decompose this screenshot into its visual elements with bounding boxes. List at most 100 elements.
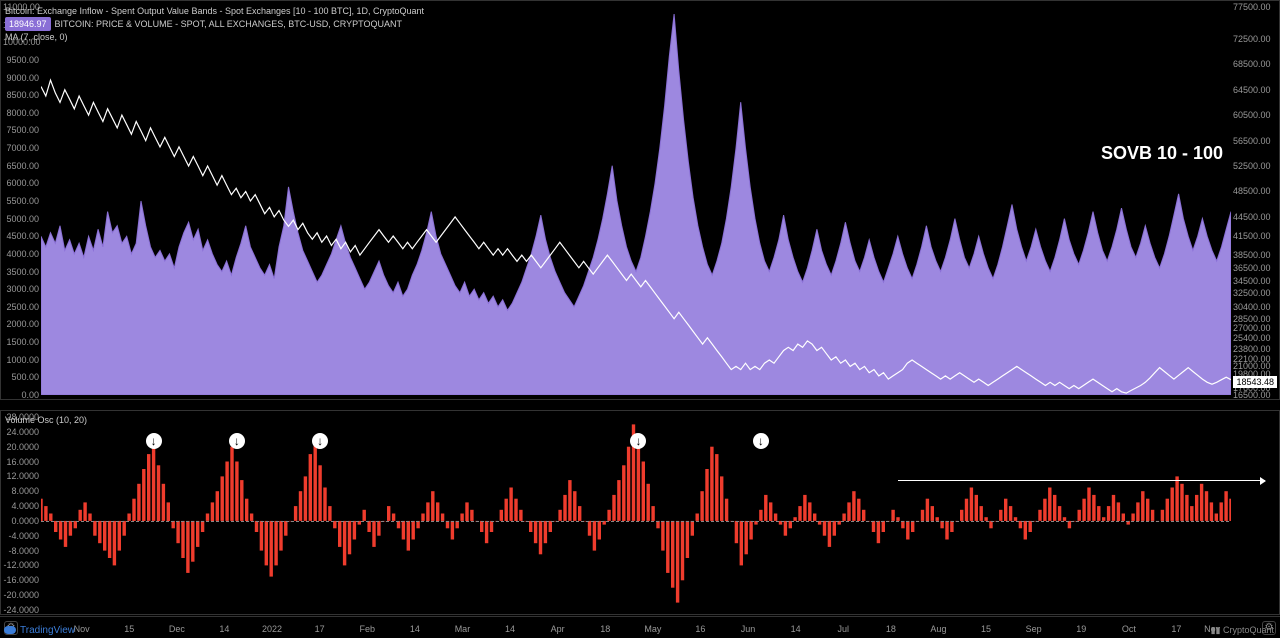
osc-bar (637, 439, 640, 521)
osc-bar (1004, 499, 1007, 521)
osc-bar (999, 510, 1002, 521)
osc-bar (79, 510, 82, 521)
osc-bar (338, 521, 341, 547)
osc-bar (975, 495, 978, 521)
osc-bar (1136, 502, 1139, 521)
left-tick: 9000.00 (3, 73, 39, 83)
osc-bar (622, 465, 625, 521)
osc-bar (691, 521, 694, 536)
osc-bar (1053, 495, 1056, 521)
osc-bar (132, 499, 135, 521)
osc-tick: 16.0000 (3, 457, 39, 467)
osc-bar (353, 521, 356, 540)
osc-bar (1229, 499, 1231, 521)
osc-bar (906, 521, 909, 540)
right-tick: 22100.00 (1233, 354, 1277, 364)
osc-bar (245, 499, 248, 521)
right-tick: 38500.00 (1233, 250, 1277, 260)
osc-bar (891, 510, 894, 521)
osc-bar (505, 499, 508, 521)
osc-bar (402, 521, 405, 540)
osc-bar (627, 447, 630, 521)
x-tick: 15 (124, 624, 134, 634)
osc-bar (69, 521, 72, 536)
left-tick: 1500.00 (3, 337, 39, 347)
x-tick: Dec (169, 624, 185, 634)
right-tick: 68500.00 (1233, 59, 1277, 69)
osc-bar (446, 521, 449, 528)
left-tick: 5500.00 (3, 196, 39, 206)
osc-bar (1024, 521, 1027, 540)
osc-bar (813, 514, 816, 521)
osc-bar (54, 521, 57, 532)
osc-tick: -16.0000 (3, 575, 39, 585)
osc-tick: -8.0000 (3, 546, 39, 556)
osc-bar (823, 521, 826, 536)
header-line3: MA (7, close, 0) (5, 32, 68, 42)
osc-bar (1171, 488, 1174, 521)
osc-bar (421, 514, 424, 521)
x-tick: May (644, 624, 661, 634)
osc-bar (798, 506, 801, 521)
left-tick: 5000.00 (3, 214, 39, 224)
right-tick: 32500.00 (1233, 288, 1277, 298)
right-tick: 48500.00 (1233, 186, 1277, 196)
osc-bar (769, 502, 772, 521)
x-tick: Mar (455, 624, 471, 634)
osc-bar (152, 447, 155, 521)
osc-bar (49, 514, 52, 521)
osc-label: Volume Osc (10, 20) (5, 415, 87, 425)
left-tick: 7500.00 (3, 125, 39, 135)
top-plot-area[interactable] (41, 7, 1229, 393)
osc-bar (59, 521, 62, 540)
osc-bar (1141, 491, 1144, 521)
osc-bar (1097, 506, 1100, 521)
osc-tick: -24.0000 (3, 605, 39, 615)
osc-bar (509, 488, 512, 521)
tradingview-logo[interactable]: TradingView (4, 625, 75, 636)
osc-bar (1161, 510, 1164, 521)
osc-bar (588, 521, 591, 536)
time-axis[interactable]: ⚙ ⚙ Nov15Dec14202217Feb14Mar14Apr18May16… (0, 616, 1280, 638)
header-line2: BITCOIN: PRICE & VOLUME - SPOT, ALL EXCH… (55, 19, 402, 29)
right-tick: 64500.00 (1233, 85, 1277, 95)
osc-bar (745, 521, 748, 554)
x-tick: 18 (600, 624, 610, 634)
osc-bar (196, 521, 199, 547)
osc-bar (485, 521, 488, 543)
osc-bar (931, 506, 934, 521)
osc-bar (172, 521, 175, 528)
osc-bar (593, 521, 596, 551)
osc-bar (304, 476, 307, 521)
osc-bar (294, 506, 297, 521)
osc-tick: 20.0000 (3, 442, 39, 452)
osc-bar (123, 521, 126, 536)
osc-bar (235, 462, 238, 521)
right-tick: 34500.00 (1233, 276, 1277, 286)
osc-bar (749, 521, 752, 540)
x-tick: 17 (1171, 624, 1181, 634)
right-tick: 27000.00 (1233, 323, 1277, 333)
osc-bar (1180, 484, 1183, 521)
osc-bar (1058, 506, 1061, 521)
osc-bar (431, 491, 434, 521)
x-tick: Aug (930, 624, 946, 634)
osc-bar (1087, 488, 1090, 521)
data-source-label: ▮▮ CryptoQuant (1211, 625, 1274, 636)
header-line1: Bitcoin: Exchange Inflow - Spent Output … (5, 6, 424, 16)
osc-bar (784, 521, 787, 536)
osc-bar (328, 506, 331, 521)
osc-bar (470, 510, 473, 521)
osc-bar (1068, 521, 1071, 528)
right-tick: 28500.00 (1233, 314, 1277, 324)
osc-bar (1215, 514, 1218, 521)
x-tick: Sep (1026, 624, 1042, 634)
osc-bar (465, 502, 468, 521)
osc-bar (1029, 521, 1032, 532)
osc-bar (83, 502, 86, 521)
osc-bar (563, 495, 566, 521)
osc-bar (1019, 521, 1022, 528)
x-tick: 14 (219, 624, 229, 634)
osc-bar (558, 510, 561, 521)
osc-bar (103, 521, 106, 551)
